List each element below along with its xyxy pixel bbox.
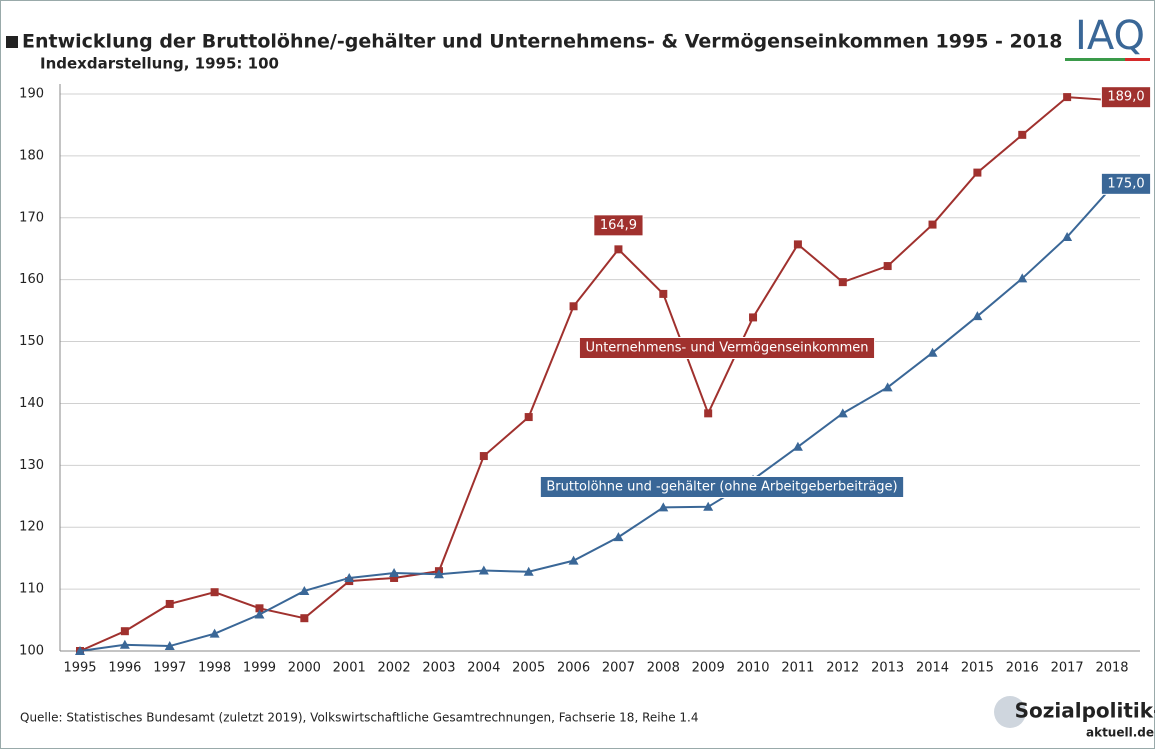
- value-label: 175,0: [1107, 176, 1144, 191]
- logo-underline: [1065, 58, 1125, 61]
- y-tick-label: 150: [19, 334, 44, 349]
- marker: [749, 313, 757, 321]
- value-label: 164,9: [600, 218, 637, 233]
- y-tick-label: 170: [19, 210, 44, 225]
- series-name: Unternehmens- und Vermögenseinkommen: [585, 341, 868, 356]
- y-tick-label: 130: [19, 458, 44, 473]
- logo-underline: [1125, 58, 1150, 61]
- marker: [614, 245, 622, 253]
- x-tick-label: 2006: [557, 661, 590, 676]
- y-tick-label: 120: [19, 520, 44, 535]
- y-tick-label: 190: [19, 87, 44, 102]
- marker: [794, 240, 802, 248]
- marker: [884, 262, 892, 270]
- marker: [929, 221, 937, 229]
- x-tick-label: 2017: [1051, 661, 1084, 676]
- x-tick-label: 2004: [467, 661, 500, 676]
- x-tick-label: 1998: [198, 661, 231, 676]
- marker: [1018, 131, 1026, 139]
- series-name: Bruttolöhne und -gehälter (ohne Arbeitge…: [546, 480, 897, 495]
- chart: Entwicklung der Bruttolöhne/-gehälter un…: [0, 0, 1155, 749]
- marker: [570, 302, 578, 310]
- marker: [121, 627, 129, 635]
- series-name-group: Bruttolöhne und -gehälter (ohne Arbeitge…: [540, 477, 903, 498]
- value-label-group: 164,9: [594, 215, 643, 236]
- x-tick-label: 2009: [692, 661, 725, 676]
- value-label-group: 175,0: [1101, 173, 1150, 194]
- x-tick-label: 1995: [63, 661, 96, 676]
- x-tick-label: 2005: [512, 661, 545, 676]
- marker: [480, 452, 488, 460]
- value-label-group: 189,0: [1101, 87, 1150, 108]
- source: Quelle: Statistisches Bundesamt (zuletzt…: [20, 711, 698, 725]
- x-tick-label: 2015: [961, 661, 994, 676]
- x-tick-label: 2010: [736, 661, 769, 676]
- x-tick-label: 2008: [647, 661, 680, 676]
- marker: [973, 169, 981, 177]
- x-tick-label: 2007: [602, 661, 635, 676]
- x-tick-label: 2011: [781, 661, 814, 676]
- x-tick-label: 1996: [108, 661, 141, 676]
- marker: [659, 290, 667, 298]
- x-tick-label: 2000: [288, 661, 321, 676]
- y-tick-label: 110: [19, 582, 44, 597]
- marker: [704, 409, 712, 417]
- logo-sozialpolitik: Sozialpolitik-: [1015, 699, 1155, 723]
- value-label: 189,0: [1107, 90, 1144, 105]
- marker: [839, 278, 847, 286]
- series-name-group: Unternehmens- und Vermögenseinkommen: [579, 338, 874, 359]
- frame: [1, 1, 1155, 749]
- chart-subtitle: Indexdarstellung, 1995: 100: [40, 55, 279, 73]
- title-bullet: [6, 36, 18, 48]
- x-tick-label: 1999: [243, 661, 276, 676]
- marker: [300, 614, 308, 622]
- marker: [525, 413, 533, 421]
- x-tick-label: 2012: [826, 661, 859, 676]
- y-tick-label: 100: [19, 644, 44, 659]
- x-tick-label: 2018: [1095, 661, 1128, 676]
- y-tick-label: 180: [19, 148, 44, 163]
- marker: [211, 588, 219, 596]
- chart-title: Entwicklung der Bruttolöhne/-gehälter un…: [22, 31, 1062, 53]
- x-tick-label: 2001: [333, 661, 366, 676]
- logo-aktuell: aktuell.de: [1086, 726, 1154, 740]
- logo-iaq: IAQ: [1075, 13, 1145, 59]
- marker: [1063, 93, 1071, 101]
- x-tick-label: 1997: [153, 661, 186, 676]
- x-tick-label: 2002: [378, 661, 411, 676]
- x-tick-label: 2013: [871, 661, 904, 676]
- x-tick-label: 2003: [422, 661, 455, 676]
- x-tick-label: 2014: [916, 661, 949, 676]
- x-tick-label: 2016: [1006, 661, 1039, 676]
- marker: [166, 600, 174, 608]
- y-tick-label: 160: [19, 272, 44, 287]
- y-tick-label: 140: [19, 396, 44, 411]
